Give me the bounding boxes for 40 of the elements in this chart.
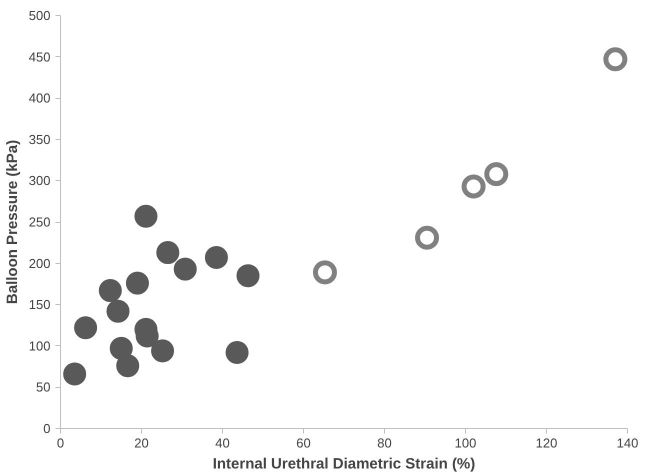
point [174, 258, 197, 281]
y-tick-label: 200 [28, 256, 51, 271]
point [106, 300, 130, 323]
x-tick-label: 60 [296, 436, 311, 450]
point [484, 162, 508, 186]
x-tick-label: 80 [377, 436, 392, 450]
point [156, 241, 180, 264]
y-tick-label: 500 [28, 8, 51, 23]
y-tick-label: 400 [28, 90, 51, 106]
x-axis-title: Internal Urethral Diametric Strain (%) [212, 456, 476, 472]
point [134, 204, 158, 228]
x-tick-label: 0 [56, 436, 64, 450]
y-tick-label: 350 [28, 132, 51, 147]
y-tick-label: 50 [36, 380, 51, 395]
point [110, 336, 133, 360]
point [116, 354, 140, 378]
point [312, 260, 337, 284]
x-tick-label: 20 [134, 436, 149, 450]
y-tick-label: 450 [28, 49, 51, 64]
y-tick-label: 150 [28, 297, 51, 312]
y-tick-label: 0 [43, 421, 51, 436]
point [415, 226, 440, 250]
point [226, 341, 249, 364]
x-tick-label: 120 [536, 436, 558, 450]
y-tick-label: 250 [28, 214, 51, 230]
point [63, 362, 86, 386]
point [74, 316, 98, 340]
y-axis-title: Balloon Pressure (kPa) [4, 140, 21, 304]
point [126, 272, 149, 295]
x-tick-label: 140 [616, 436, 638, 450]
point [462, 174, 486, 198]
point [236, 264, 260, 288]
point [603, 47, 628, 72]
point [204, 246, 228, 269]
x-tick-label: 100 [454, 436, 476, 450]
x-tick-label: 40 [215, 436, 230, 450]
y-tick-label: 100 [28, 338, 51, 354]
y-tick-label: 300 [28, 173, 51, 188]
point [151, 339, 174, 362]
point [98, 279, 122, 302]
